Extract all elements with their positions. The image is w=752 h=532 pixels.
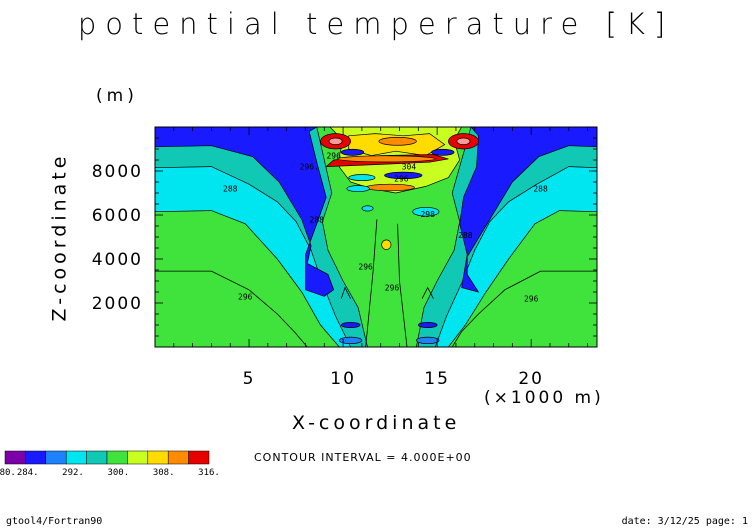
contour-label: 288 (223, 185, 238, 194)
x-tick-label: 10 (330, 369, 356, 389)
colorbar-box (45, 450, 67, 465)
colorbar-tick-label: 292. (62, 468, 84, 478)
contour-line-center-2 (397, 223, 408, 347)
colorbar-box (167, 450, 189, 465)
contour-label: 296 (394, 175, 409, 184)
bubble-cyan-1 (348, 174, 376, 182)
colorbar-box (147, 450, 169, 465)
contour-label: 288 (533, 185, 548, 194)
contour-label: 296 (385, 284, 400, 293)
y-tick-label: 6000 (92, 206, 143, 226)
bubble-blue-2 (431, 148, 455, 156)
colorbar-box (188, 450, 210, 465)
colorbar-tick-label: 316. (198, 468, 220, 478)
contour-line-left-296 (155, 270, 308, 347)
contour-label: 298 (420, 210, 435, 219)
colorbar-box (86, 450, 108, 465)
contour-field (155, 127, 597, 347)
bubble-blue-1 (340, 148, 365, 156)
chart-title: potential temperature [K] (77, 7, 675, 41)
contour-label: 288 (310, 215, 325, 224)
bubble-blue-7 (416, 336, 440, 345)
y-tick-label: 8000 (92, 162, 143, 182)
contour-fill-284 (155, 127, 597, 297)
contour-fill-308 (337, 155, 436, 163)
footer-left: gtool4/Fortran90 (6, 516, 103, 527)
bubble-blue-4 (340, 322, 361, 328)
hotspot-core-left (328, 137, 343, 145)
contour-label: 296. (300, 163, 319, 172)
bubble-orange-1 (365, 183, 415, 192)
footer-right: date: 3/12/25 page: 1 (621, 516, 748, 527)
contour-label: 304 (402, 163, 417, 172)
colorbar-box (4, 450, 26, 465)
x-axis-label: X-coordinate (292, 412, 461, 434)
colorbar-box (127, 450, 149, 465)
colorbar-box (106, 450, 128, 465)
contour-label: 296 (326, 152, 341, 161)
contour-line-small-2 (421, 286, 434, 299)
colorbar-tick-label: 308. (153, 468, 175, 478)
contour-labels: 296 296. 304 296 288 288 298 288 288 296 296 296 296 (223, 152, 548, 304)
colorbar-box (25, 450, 47, 465)
colorbar: 280.284. 292. 300. 308. 316. (0, 450, 220, 478)
contour-label: 296 (358, 263, 373, 272)
x-tick-label: 15 (424, 369, 450, 389)
contour-line-center-1 (365, 219, 378, 347)
y-tick-label: 4000 (92, 250, 143, 270)
hotspot-orange-top (378, 136, 417, 146)
bubble-cyan-2 (346, 185, 370, 193)
bubble-blue-5 (417, 322, 438, 328)
contour-label: 296 (238, 292, 253, 301)
x-tick-label: 20 (518, 369, 544, 389)
x-tick-label: 5 (243, 369, 256, 389)
bubble-blue-6 (338, 336, 363, 345)
colorbar-tick-label: 284. (17, 468, 39, 478)
axis-ticks: 5 10 15 20 2000 4000 6000 8000 (92, 127, 597, 389)
x-axis-unit: (×1000 m) (484, 388, 604, 408)
colorbar-tick-label: 300. (107, 468, 129, 478)
hotspot-core-right (456, 137, 471, 145)
bubble-yellow-1 (381, 239, 392, 250)
contour-interval-text: CONTOUR INTERVAL = 4.000E+00 (254, 451, 472, 464)
contour-line-right-296 (451, 270, 597, 347)
contour-label: 296 (524, 295, 539, 304)
colorbar-box (65, 450, 87, 465)
bubble-blue-3 (384, 171, 423, 180)
contour-line-small-1 (340, 286, 351, 299)
contour-label: 288 (458, 231, 473, 240)
bubble-cyan-3 (361, 205, 374, 212)
colorbar-tick-label: 280. (0, 468, 16, 478)
y-axis-unit: (m) (96, 86, 138, 106)
y-tick-label: 2000 (92, 294, 143, 314)
bubble-cyan-4 (412, 206, 440, 217)
